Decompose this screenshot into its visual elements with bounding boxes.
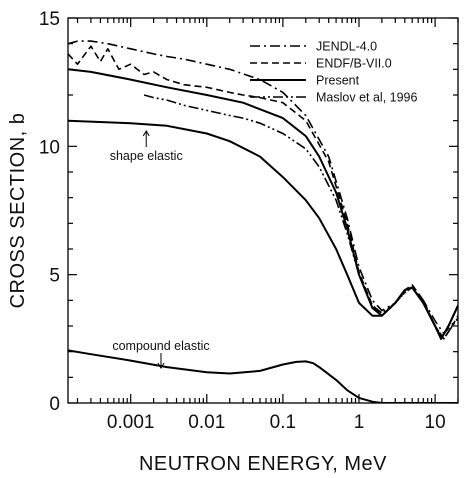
y-tick-label: 10 xyxy=(39,137,60,158)
x-tick-label: 0.01 xyxy=(188,412,225,433)
series-line-jendl-4-0 xyxy=(68,40,458,335)
axis-labels: 0.001 0.01 0.1 1 10 0 5 10 15 NEUTRON ENERGY, MeV… xyxy=(7,9,446,475)
plot-frame xyxy=(67,17,459,404)
series-line-endf-b-vii-0 xyxy=(68,45,458,340)
x-tick-label: 1 xyxy=(354,412,365,433)
annotations: shape elastic compound elastic xyxy=(110,130,210,369)
y-axis-title: CROSS SECTION, b xyxy=(7,113,29,309)
y-tick-label: 0 xyxy=(49,394,60,415)
axis-ticks xyxy=(68,17,459,404)
y-tick-label: 15 xyxy=(39,9,60,30)
legend-label-endf-b-vii-0: ENDF/B-VII.0 xyxy=(316,57,392,71)
legend-label-present: Present xyxy=(316,74,360,88)
annotation-shape-elastic: shape elastic xyxy=(110,149,183,163)
series-line-shape-elastic xyxy=(68,119,458,340)
legend: JENDL-4.0 ENDF/B-VII.0 Present Maslov et al… xyxy=(250,40,417,105)
x-axis-title: NEUTRON ENERGY, MeV xyxy=(139,453,387,475)
x-tick-label: 0.1 xyxy=(270,412,296,433)
legend-label-jendl-4-0: JENDL-4.0 xyxy=(316,40,377,54)
x-tick-label: 0.001 xyxy=(107,412,155,433)
legend-label-maslov-et-al-1996: Maslov et al, 1996 xyxy=(316,91,417,105)
shape-elastic-arrow-head xyxy=(142,130,150,137)
compound-elastic-arrow-head xyxy=(157,362,165,369)
series-line-compound-elastic xyxy=(68,349,458,403)
y-tick-label: 5 xyxy=(49,266,60,287)
annotation-compound-elastic: compound elastic xyxy=(112,339,209,353)
x-tick-label: 10 xyxy=(425,412,446,433)
